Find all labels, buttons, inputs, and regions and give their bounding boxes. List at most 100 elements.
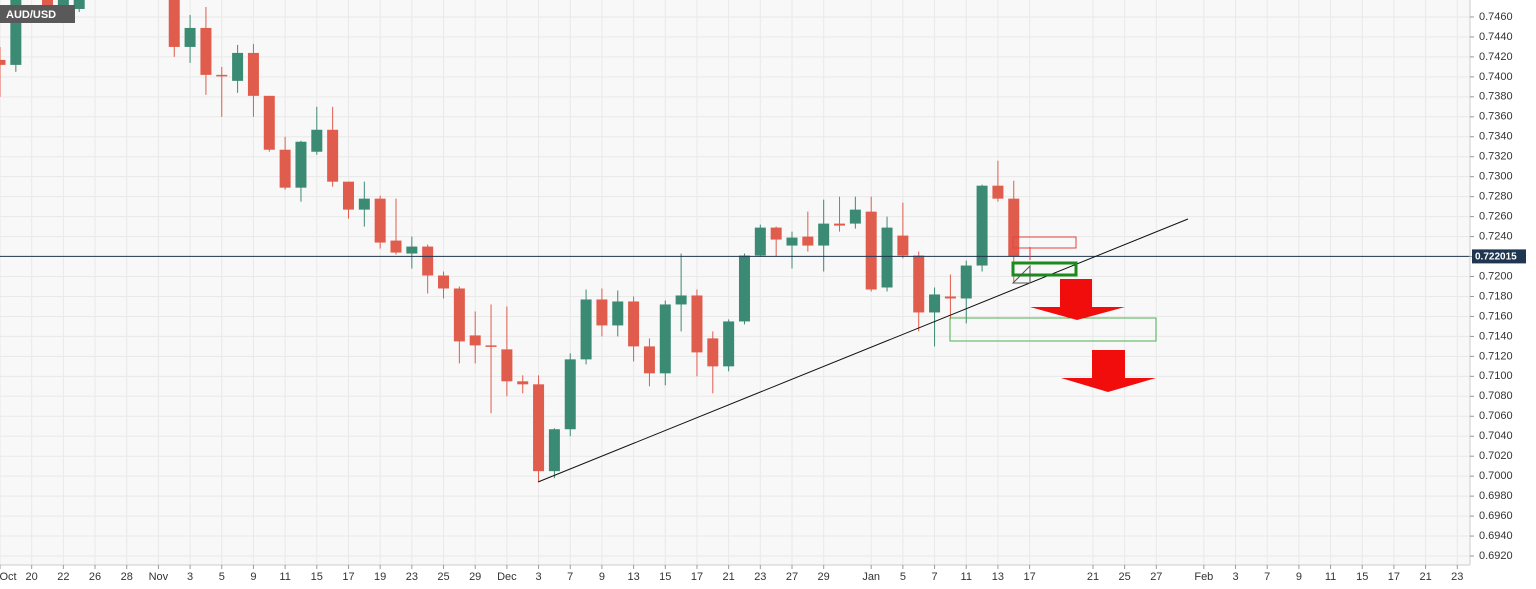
candle-body (406, 246, 418, 254)
y-tick-label: 0.7440 (1479, 31, 1513, 43)
marker-triangle (1011, 264, 1031, 284)
candle-body (216, 74, 228, 77)
x-tick-label: 25 (437, 571, 449, 583)
candle-body (849, 209, 861, 224)
candle-body (200, 27, 212, 75)
y-tick-label: 0.7240 (1479, 230, 1513, 242)
candle-body (358, 198, 370, 210)
x-tick-label: Feb (1194, 571, 1213, 583)
x-tick-label: 5 (900, 571, 906, 583)
candle-body (596, 299, 608, 326)
candle-body (929, 294, 941, 313)
x-tick-label: 7 (1264, 571, 1270, 583)
x-tick-label: 19 (374, 571, 386, 583)
y-tick-label: 0.7200 (1479, 270, 1513, 282)
candle-body (390, 240, 402, 253)
candle-body (802, 236, 814, 246)
x-tick-label: 13 (627, 571, 639, 583)
x-tick-label: 11 (279, 571, 290, 583)
candle-body (232, 52, 244, 81)
last-price-label: 0.722015 (1475, 252, 1517, 263)
candle-body (770, 227, 782, 240)
candle-body (707, 338, 719, 367)
y-tick-label: 0.6980 (1479, 490, 1513, 502)
candle-body (342, 181, 354, 210)
plot-background (0, 0, 1470, 565)
down-arrow (1030, 279, 1125, 320)
candle-body (295, 141, 307, 188)
candle-body (865, 211, 877, 290)
candle-body (438, 275, 450, 289)
candle-body (533, 384, 545, 472)
candle-body (311, 129, 323, 152)
x-tick-label: 3 (535, 571, 541, 583)
x-tick-label: Nov (149, 571, 169, 583)
x-tick-label: 27 (1150, 571, 1162, 583)
x-tick-label: 21 (1087, 571, 1099, 583)
y-tick-label: 0.7340 (1479, 131, 1513, 143)
chart-title: AUD/USD (6, 9, 56, 21)
y-tick-label: 0.7420 (1479, 51, 1513, 63)
candle-body (1008, 198, 1020, 257)
y-tick-label: 0.7060 (1479, 410, 1513, 422)
x-tick-label: 15 (659, 571, 671, 583)
drawings (537, 218, 1189, 483)
y-tick-label: 0.7040 (1479, 430, 1513, 442)
candle-body (723, 321, 735, 367)
y-tick-label: 0.7000 (1479, 470, 1513, 482)
candle-body (881, 227, 893, 288)
x-tick-label: 21 (1419, 571, 1431, 583)
x-tick-label: 13 (992, 571, 1004, 583)
y-tick-label: 0.7140 (1479, 330, 1513, 342)
y-tick-label: 0.7460 (1479, 11, 1513, 23)
candle-body (691, 295, 703, 353)
y-tick-label: 0.7360 (1479, 111, 1513, 123)
x-tick-label: 23 (754, 571, 766, 583)
candle-body (913, 255, 925, 313)
y-tick-label: 0.6960 (1479, 510, 1513, 522)
x-tick-label: 3 (187, 571, 193, 583)
target-box (949, 317, 1157, 342)
candle-body (279, 149, 291, 188)
x-tick-label: 29 (469, 571, 481, 583)
candle-body (184, 27, 196, 47)
x-tick-label: 25 (1119, 571, 1131, 583)
candle-body (501, 349, 513, 382)
x-tick-label: 7 (567, 571, 573, 583)
candle-body (675, 295, 687, 305)
y-tick-label: 0.7400 (1479, 71, 1513, 83)
y-tick-label: 0.7300 (1479, 171, 1513, 183)
candle-body (73, 0, 85, 9)
candle-body (976, 185, 988, 266)
x-tick-label: 20 (26, 571, 38, 583)
candle-body (263, 95, 275, 150)
y-tick-label: 0.7080 (1479, 390, 1513, 402)
x-tick-label: 9 (599, 571, 605, 583)
y-tick-label: 0.7100 (1479, 370, 1513, 382)
candle-body (327, 129, 339, 182)
y-tick-label: 0.7160 (1479, 310, 1513, 322)
candle-body (453, 288, 465, 342)
x-tick-label: 26 (89, 571, 101, 583)
x-tick-label: 23 (1451, 571, 1463, 583)
x-tick-label: 9 (250, 571, 256, 583)
y-tick-label: 0.7180 (1479, 290, 1513, 302)
x-tick-label: 21 (723, 571, 735, 583)
x-tick-label: 15 (1356, 571, 1368, 583)
y-tick-label: 0.6920 (1479, 550, 1513, 562)
candle-body (517, 381, 529, 385)
candle-body (374, 198, 386, 243)
axes: 0.6920 0.6940 0.6960 0.6980 0.7000 0.7020 0.70… (0, 11, 1526, 583)
candle-body (485, 345, 497, 347)
last-price-badge (1472, 249, 1526, 264)
x-tick-label: 17 (342, 571, 354, 583)
candle-body (580, 299, 592, 360)
candle-body (422, 246, 434, 276)
candle-body (659, 304, 671, 374)
x-tick-label: Oct (0, 571, 17, 583)
x-tick-label: 11 (961, 571, 972, 583)
x-tick-label: 23 (406, 571, 418, 583)
candle-body (0, 59, 6, 65)
x-tick-label: Dec (497, 571, 517, 583)
